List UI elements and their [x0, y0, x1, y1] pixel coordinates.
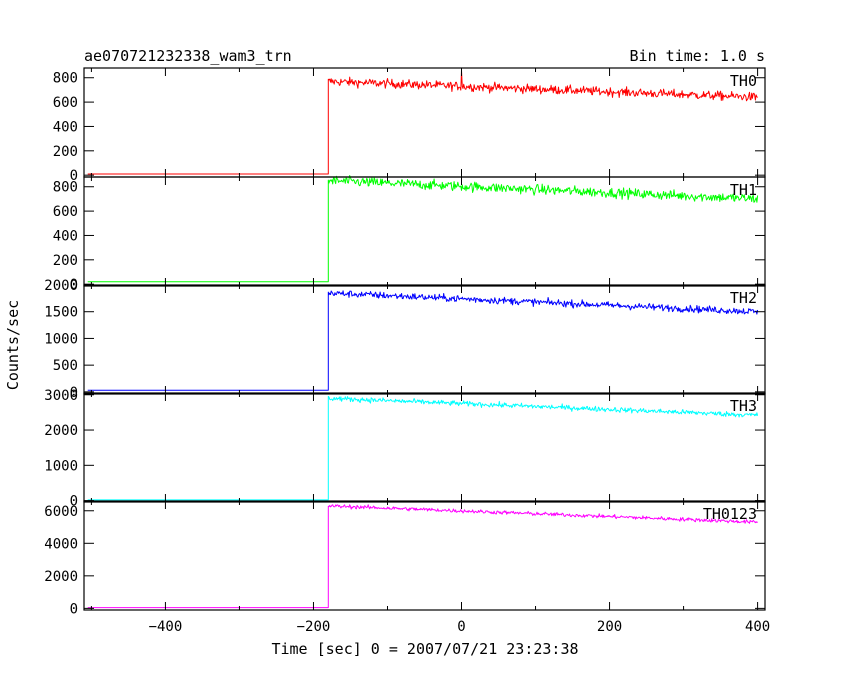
y-tick-label: 2000 [44, 569, 78, 585]
y-tick-label: 400 [53, 228, 78, 244]
panels-group: 0 200 400 600 800 TH0 0 200 400 600 800 TH1 0 500 1000… [44, 67, 770, 635]
series-line-th0 [87, 69, 758, 175]
panel-th0123: 0 2000 4000 6000 TH0123 [44, 500, 766, 617]
x-tick-label: 0 [457, 619, 465, 635]
y-axis-label: Counts/sec [4, 300, 22, 390]
panel-label-th0: TH0 [730, 72, 757, 90]
y-tick-label: 200 [53, 144, 78, 160]
panel-frame [83, 284, 766, 395]
y-tick-label: 6000 [44, 504, 78, 520]
panel-th3: 0 1000 2000 3000 TH3 [44, 388, 766, 510]
y-tick-label: 2000 [44, 278, 78, 294]
series-line-th3 [87, 395, 759, 501]
y-tick-label: 1000 [44, 458, 78, 474]
y-tick-label: 500 [53, 358, 78, 374]
y-tick-label: 0 [70, 601, 78, 617]
panel-th2: 0 500 1000 1500 2000 TH2 [44, 278, 766, 401]
x-tick-label: −400 [149, 619, 183, 635]
y-tick-label: 800 [53, 71, 78, 87]
panel-th1: 0 200 400 600 800 TH1 [53, 175, 766, 293]
y-tick-label: 0 [70, 494, 78, 510]
y-tick-label: 4000 [44, 536, 78, 552]
y-tick-label: 200 [53, 253, 78, 269]
chart-title-left: ae070721232338_wam3_trn [84, 47, 292, 65]
panel-label-th0123: TH0123 [703, 505, 757, 523]
x-axis-label: Time [sec] 0 = 2007/07/21 23:23:38 [271, 640, 578, 658]
x-tick-label: 200 [597, 619, 622, 635]
series-line-th2 [87, 290, 759, 391]
panel-frame [83, 392, 766, 503]
panel-frame [83, 500, 766, 611]
y-tick-label: 600 [53, 204, 78, 220]
y-tick-label: 3000 [44, 388, 78, 404]
y-tick-label: 1500 [44, 305, 78, 321]
series-line-th1 [87, 175, 759, 283]
y-tick-label: 0 [70, 168, 78, 184]
series-line-th0123 [87, 504, 758, 609]
y-tick-label: 800 [53, 180, 78, 196]
y-tick-label: 0 [70, 385, 78, 401]
panel-label-th3: TH3 [730, 397, 757, 415]
y-tick-label: 400 [53, 119, 78, 135]
x-tick-label: −200 [297, 619, 331, 635]
panel-th0: 0 200 400 600 800 TH0 [53, 67, 766, 184]
y-tick-label: 600 [53, 95, 78, 111]
chart-title-right: Bin time: 1.0 s [630, 47, 765, 65]
panel-frame [83, 176, 766, 287]
panel-label-th2: TH2 [730, 289, 757, 307]
x-tick-label: 400 [745, 619, 770, 635]
y-tick-label: 1000 [44, 331, 78, 347]
y-tick-label: 2000 [44, 423, 78, 439]
y-tick-label: 0 [70, 277, 78, 293]
panel-label-th1: TH1 [730, 181, 757, 199]
